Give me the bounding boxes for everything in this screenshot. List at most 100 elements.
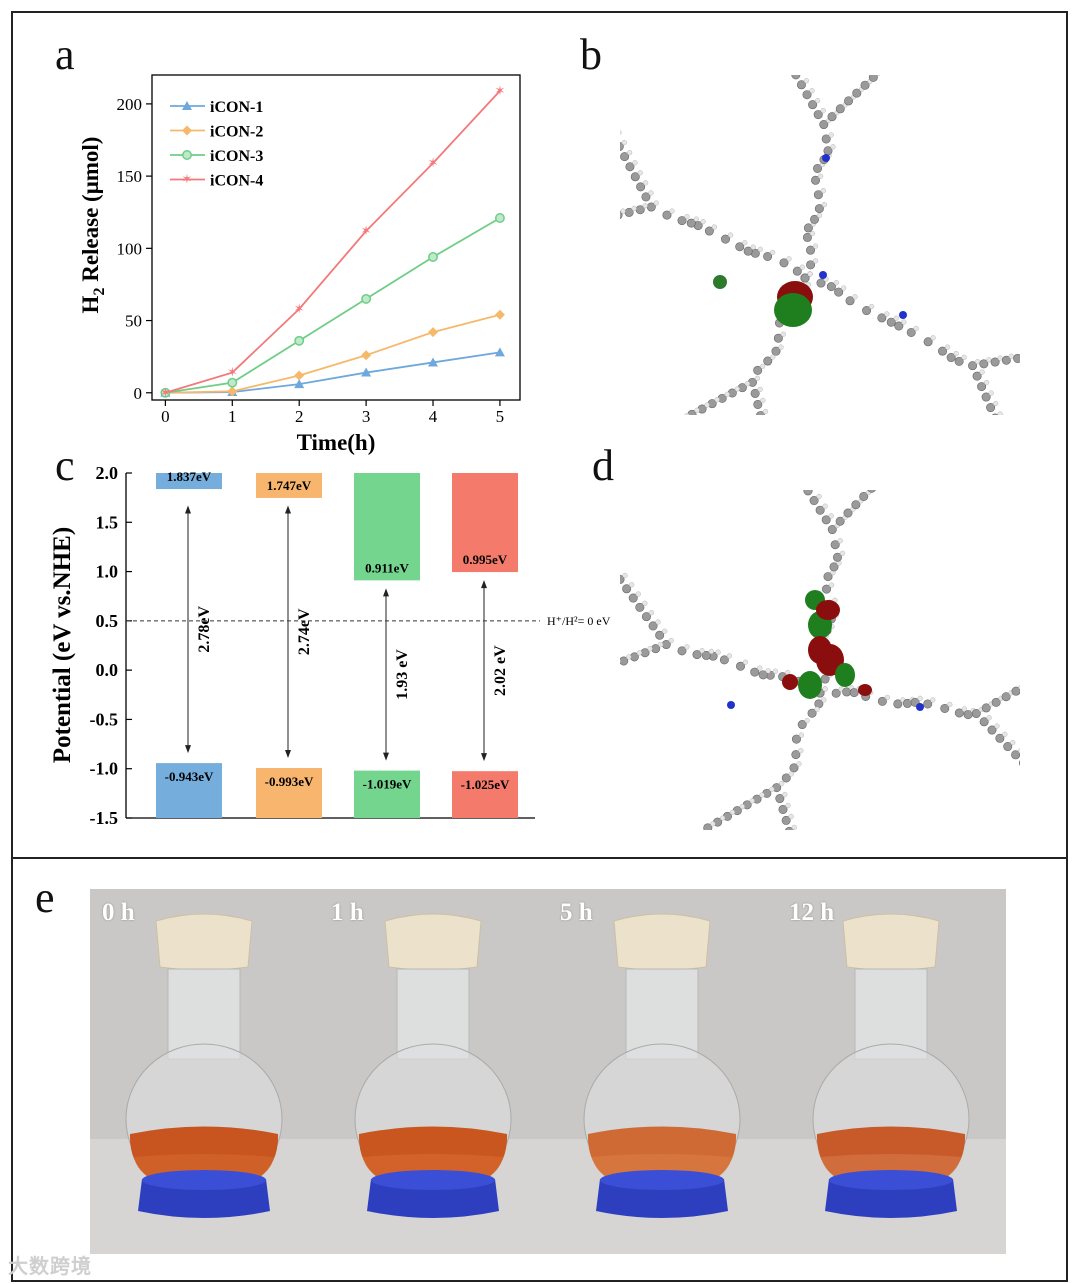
conduction-band-bar <box>354 770 420 818</box>
panel-label-c: c <box>55 441 75 490</box>
x-tick-label: 1 <box>228 407 237 426</box>
series-iCON-3 <box>160 213 505 398</box>
flask-image <box>90 889 319 1254</box>
hydrogen-atom <box>947 701 953 708</box>
y-axis-title: Potential (eV vs.NHE) <box>49 527 76 763</box>
atom <box>655 630 665 640</box>
hydrogen-atom <box>762 408 769 415</box>
hydrogen-atom <box>620 208 626 214</box>
hydrogen-atom <box>742 240 748 246</box>
hydrogen-atom <box>724 391 730 397</box>
hydrogen-atom <box>742 659 749 665</box>
hydrogen-atom <box>655 619 661 625</box>
data-point <box>182 150 192 160</box>
x-axis-title: Time(h) <box>297 430 376 455</box>
hydrogen-atom <box>642 600 648 606</box>
atom <box>735 242 745 252</box>
x-tick-label: 4 <box>429 407 438 426</box>
hydrogen-atom <box>1008 353 1014 359</box>
hydrogen-atom <box>653 200 659 206</box>
hydrogen-atom <box>643 180 649 186</box>
hydrogen-atom <box>750 244 756 250</box>
atom <box>791 750 801 760</box>
y-tick-label: 100 <box>117 239 143 258</box>
hydrogen-atom <box>726 653 732 659</box>
orbital-lobe <box>816 600 840 620</box>
atom <box>750 667 760 677</box>
atom <box>852 88 862 98</box>
hydrogen-atom <box>1010 739 1016 746</box>
hydrogen-atom <box>757 246 763 252</box>
atom <box>701 650 711 660</box>
hydrogen-atom <box>821 697 827 703</box>
photo-time-label: 1 h <box>331 899 364 926</box>
atom <box>703 823 713 830</box>
orbital-lobe <box>899 311 907 319</box>
hydrogen-atom <box>876 75 881 76</box>
hydrogen-atom <box>816 493 822 500</box>
hydrogen-atom <box>684 413 690 415</box>
hydrogen-atom <box>627 150 633 156</box>
hydrogen-atom <box>809 88 815 94</box>
lumo-molecular-orbital-image <box>620 490 1020 830</box>
y-axis-title: H2 Release (μmol) <box>78 137 108 314</box>
atom <box>829 562 839 572</box>
y-tick-label: 200 <box>117 95 143 114</box>
hydrogen-atom <box>772 668 778 674</box>
atom <box>778 804 788 814</box>
atom <box>743 246 753 256</box>
x-tick-label: 2 <box>295 407 304 426</box>
series-iCON-1 <box>160 347 505 397</box>
blue-base-top <box>371 1170 495 1190</box>
arrow-head <box>185 745 191 754</box>
atom <box>641 612 651 622</box>
figure-frame-bottom <box>11 857 1068 1282</box>
atom <box>968 361 978 371</box>
atom <box>811 175 821 185</box>
hydrogen-atom <box>804 717 810 724</box>
orbital-lobe <box>798 671 822 699</box>
hydrogen-atom <box>961 706 967 712</box>
cb-label: -1.019eV <box>363 777 412 792</box>
hydrogen-atom <box>760 397 766 404</box>
atom <box>648 621 658 631</box>
atom <box>808 100 818 110</box>
atom <box>859 491 869 501</box>
hydrogen-atom <box>759 792 765 798</box>
band-iCON-4: -1.025eV 0.995eV 2.02 eV <box>452 473 518 818</box>
atom <box>862 306 872 316</box>
atom <box>843 508 853 518</box>
hydrogen-atom <box>729 809 736 815</box>
atom <box>835 516 845 526</box>
atom <box>893 699 903 709</box>
blue-base <box>138 1179 270 1218</box>
data-point <box>361 350 372 361</box>
legend-label: iCON-2 <box>210 124 263 141</box>
blue-base <box>596 1179 728 1218</box>
watermark-logo: 大数跨境 <box>8 1254 92 1278</box>
atom <box>819 120 829 130</box>
arrow-head <box>481 753 487 762</box>
hydrogen-atom <box>809 230 816 237</box>
blue-base-top <box>829 1170 953 1190</box>
atom <box>821 134 831 144</box>
atom <box>1001 692 1011 702</box>
hydrogen-atom <box>994 723 1000 729</box>
photo-5h: 5 h <box>548 889 777 1254</box>
hydrogen-atom <box>930 697 936 703</box>
atom <box>827 112 837 122</box>
hydrogen-atom <box>796 761 802 767</box>
cb-label: -0.943eV <box>165 769 214 784</box>
flask-cap <box>155 913 253 971</box>
data-point <box>294 335 305 346</box>
panel-label-a: a <box>55 30 75 79</box>
flask-image <box>319 889 548 1254</box>
hydrogen-atom <box>815 98 821 104</box>
atom <box>823 572 833 582</box>
atom <box>803 490 813 496</box>
atom <box>641 192 651 202</box>
valence-band-bar <box>256 473 322 498</box>
hydrogen-atom <box>1017 748 1020 754</box>
atom <box>1013 353 1020 363</box>
atom <box>867 490 876 493</box>
